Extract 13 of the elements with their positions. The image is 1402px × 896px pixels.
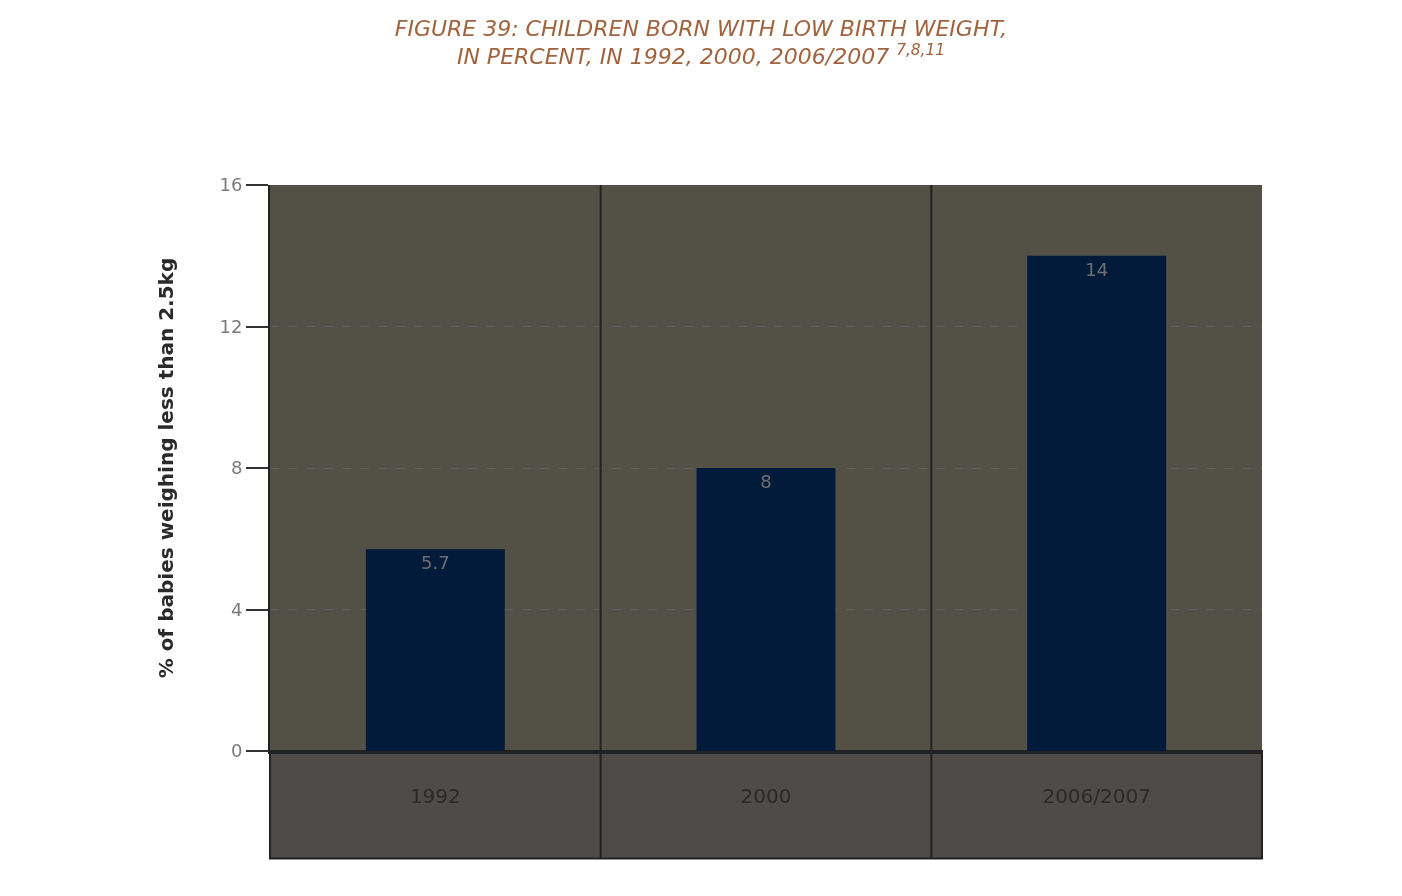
y-tick-label: 8 — [230, 457, 243, 479]
chart-title: FIGURE 39: CHILDREN BORN WITH LOW BIRTH WEIGHT, IN PERCENT, IN 1992, 2000, 2006/2007 $^{7,8,11}$ — [394, 15, 1008, 70]
bar — [1027, 255, 1167, 751]
y-tick-label: 16 — [219, 174, 243, 196]
data-label: 5.7 — [421, 552, 450, 574]
y-tick-label: 0 — [230, 740, 243, 762]
data-label: 14 — [1085, 258, 1109, 280]
y-tick-label: 12 — [219, 315, 243, 337]
y-tick-label: 4 — [230, 598, 243, 620]
data-label: 8 — [760, 471, 772, 492]
bar — [696, 468, 836, 751]
bar — [365, 549, 505, 751]
y-axis-title: % of babies weighing less than 2.5kg — [154, 257, 179, 679]
